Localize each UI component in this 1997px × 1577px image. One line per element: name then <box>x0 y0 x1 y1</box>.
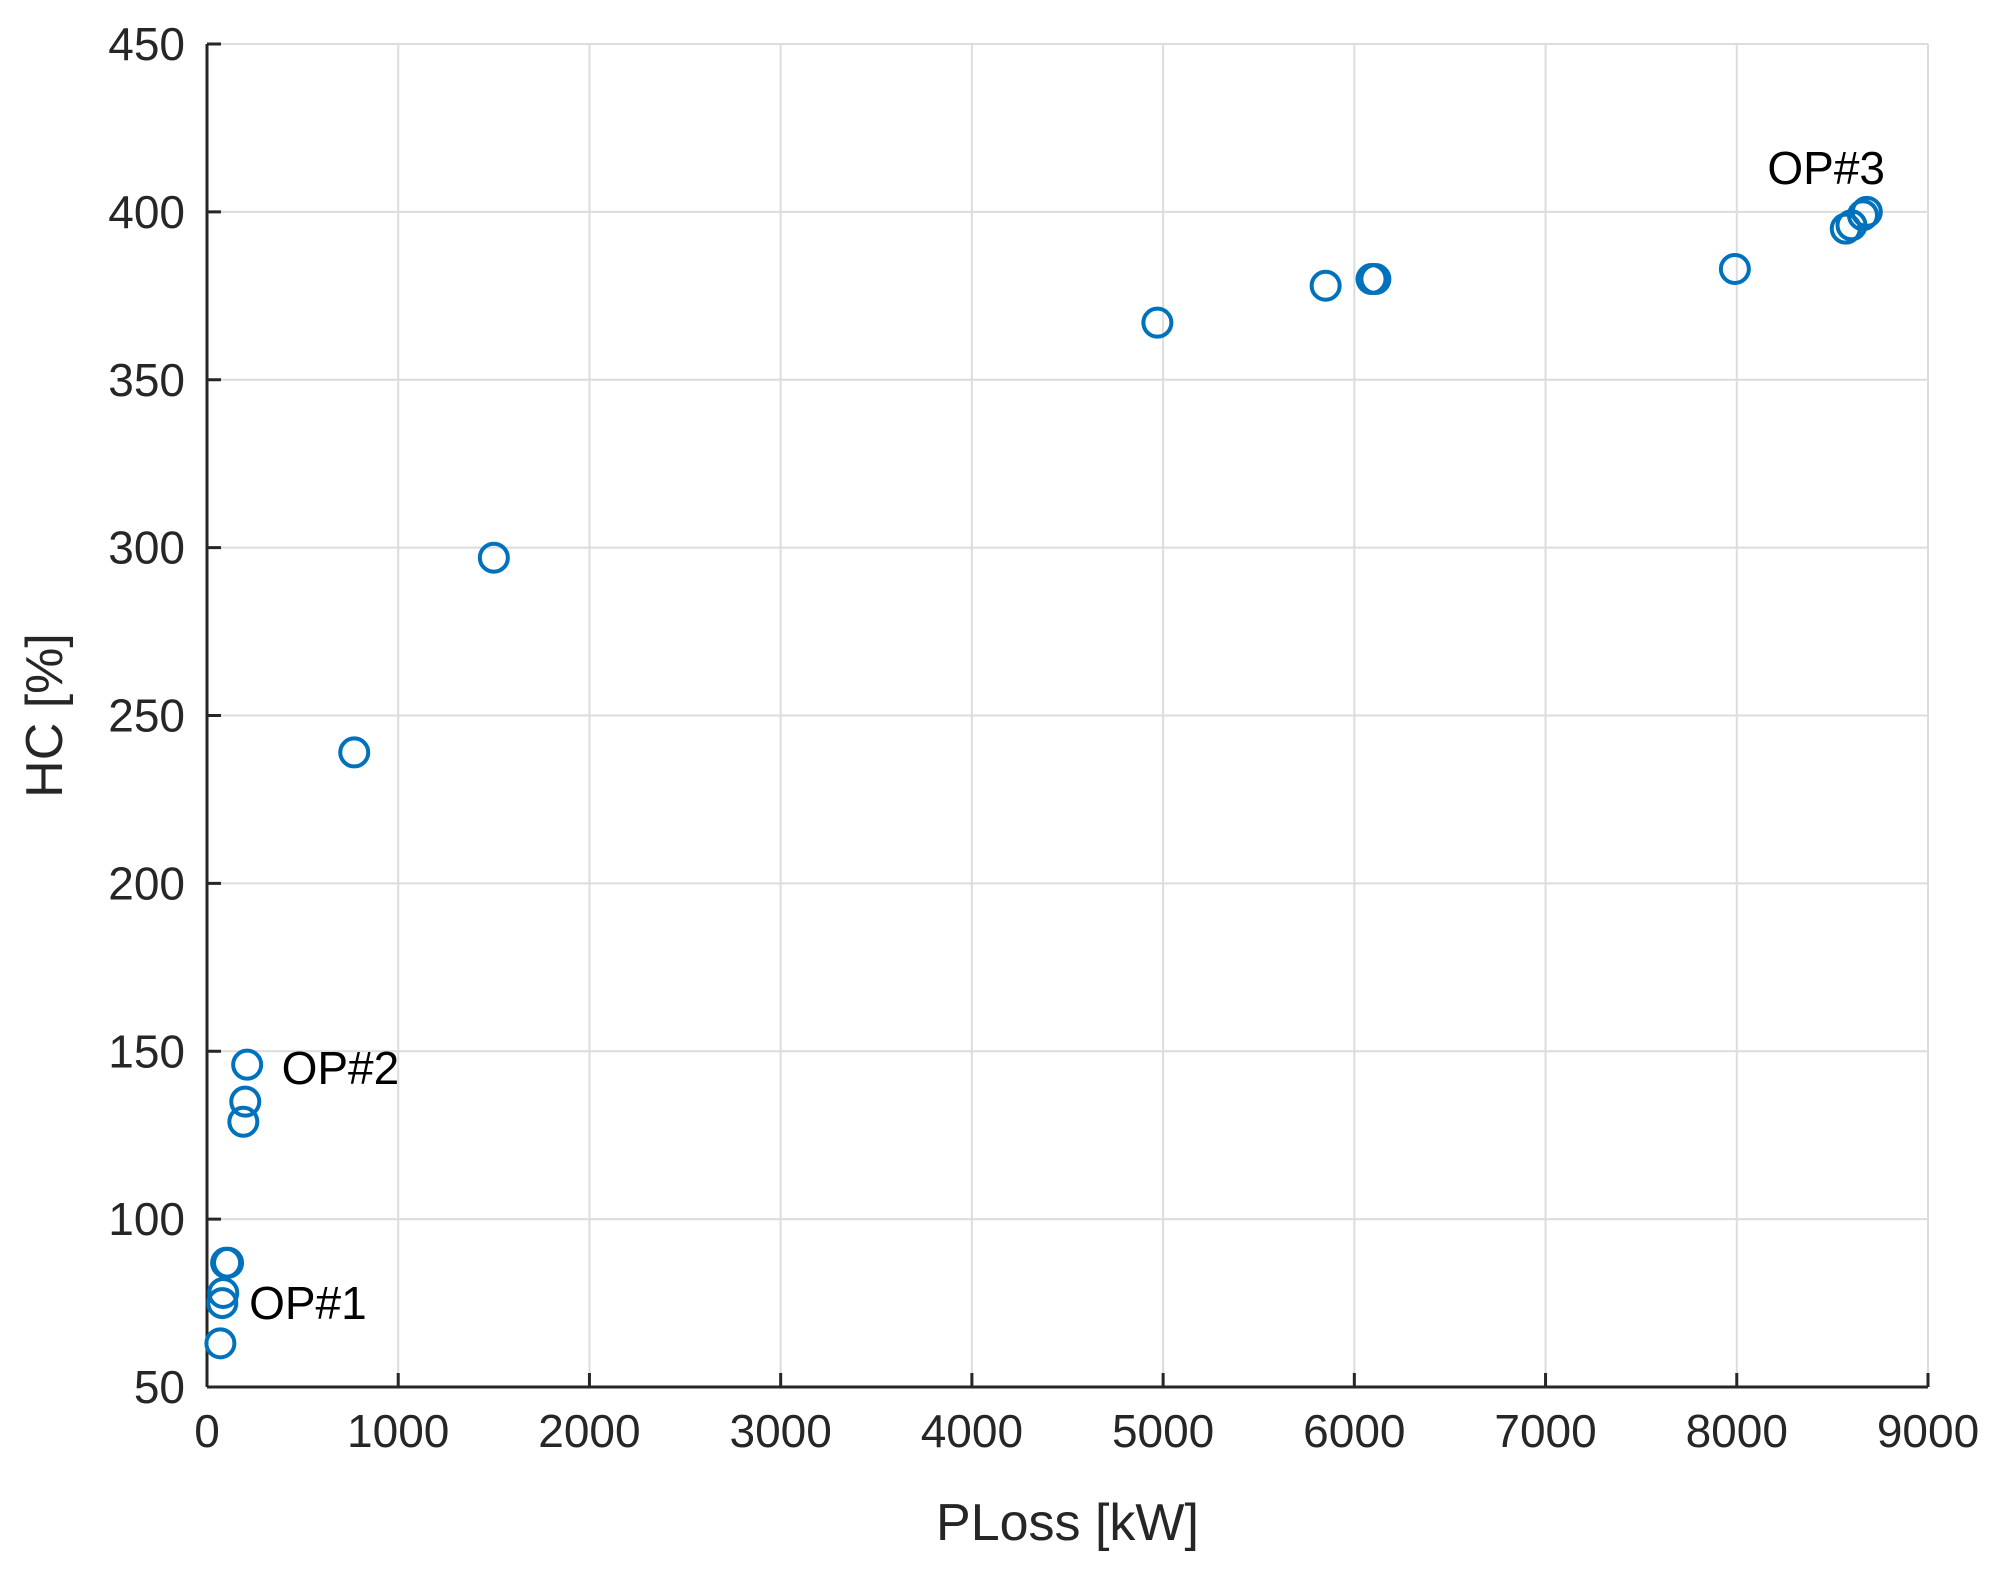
y-axis-label: HC [%] <box>16 633 74 798</box>
data-point <box>1309 269 1342 302</box>
x-axis-ticks: 0 1000 2000 3000 4000 5000 6000 7000 8000 9000 <box>194 1373 1979 1457</box>
x-tick-label: 9000 <box>1877 1405 1979 1457</box>
data-point <box>1141 306 1174 339</box>
annotations: OP#1 OP#2 OP#3 <box>249 142 1885 1329</box>
x-axis-label: PLoss [kW] <box>936 1494 1199 1552</box>
point-annotation: OP#2 <box>282 1042 400 1094</box>
y-tick-label: 50 <box>134 1361 185 1413</box>
x-tick-label: 1000 <box>347 1405 449 1457</box>
y-tick-label: 250 <box>108 690 185 742</box>
y-tick-label: 450 <box>108 18 185 70</box>
data-point <box>206 1287 239 1320</box>
data-point <box>231 1048 264 1081</box>
data-points <box>204 195 1883 1360</box>
x-tick-label: 3000 <box>729 1405 831 1457</box>
point-annotation: OP#3 <box>1767 142 1885 194</box>
x-tick-label: 5000 <box>1112 1405 1214 1457</box>
y-tick-label: 150 <box>108 1025 185 1077</box>
y-tick-label: 400 <box>108 186 185 238</box>
x-tick-label: 4000 <box>921 1405 1023 1457</box>
data-point <box>207 1276 240 1309</box>
x-tick-label: 6000 <box>1303 1405 1405 1457</box>
data-point <box>212 1246 245 1279</box>
x-tick-label: 7000 <box>1494 1405 1596 1457</box>
data-point <box>229 1085 262 1118</box>
data-point <box>1850 195 1883 228</box>
data-point <box>1846 199 1879 232</box>
data-point <box>227 1105 260 1138</box>
data-point <box>477 541 510 574</box>
data-point <box>338 736 371 769</box>
data-point <box>204 1327 237 1360</box>
data-point <box>1718 252 1751 285</box>
x-tick-label: 8000 <box>1686 1405 1788 1457</box>
x-tick-label: 0 <box>194 1405 220 1457</box>
y-tick-label: 100 <box>108 1193 185 1245</box>
y-tick-label: 200 <box>108 857 185 909</box>
y-tick-label: 300 <box>108 522 185 574</box>
point-annotation: OP#1 <box>249 1277 367 1329</box>
data-point <box>1359 263 1392 296</box>
y-tick-label: 350 <box>108 354 185 406</box>
y-axis-ticks: 50 100 150 200 250 300 350 400 450 <box>108 18 221 1413</box>
x-tick-label: 2000 <box>538 1405 640 1457</box>
